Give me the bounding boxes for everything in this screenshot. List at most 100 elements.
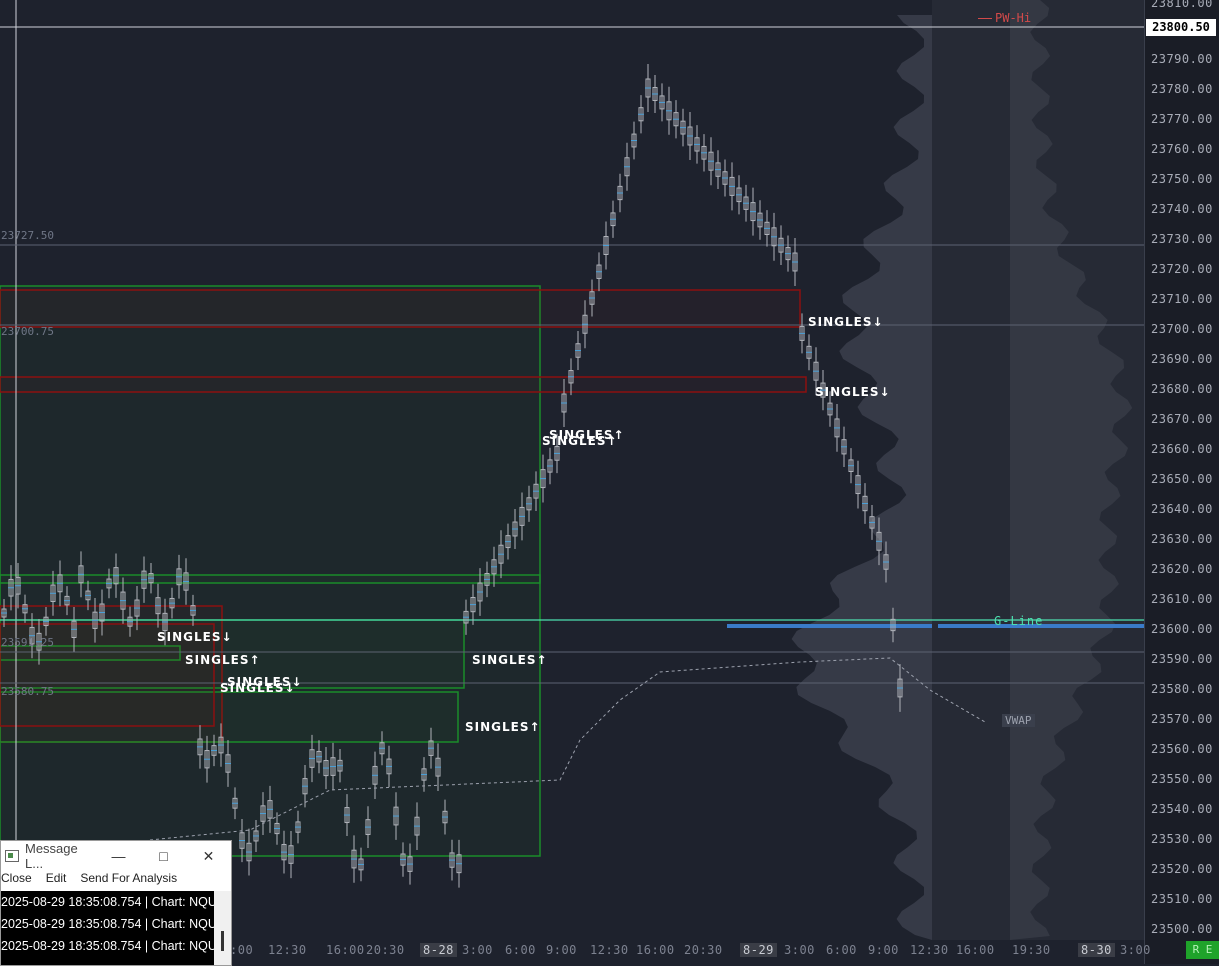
price-tick: 23610.00 [1151,592,1213,606]
price-axis[interactable]: 23810.00 23790.00 23780.00 23770.00 23760.00… [1144,0,1219,964]
singles-label: SINGLES↓ [815,385,891,399]
level-label-23700: 23700.75 [1,325,54,338]
price-tick: 23570.00 [1151,712,1213,726]
price-tick: 23500.00 [1151,922,1213,936]
price-tick: 23540.00 [1151,802,1213,816]
volume-profile-shape [1010,0,1133,940]
time-tick: 16:00 [326,943,365,957]
singles-box [0,619,465,689]
time-tick: 3:00 [1120,943,1151,957]
time-tick: 19:30 [1012,943,1051,957]
vwap-line [149,657,986,841]
time-tick: 16:00 [636,943,675,957]
time-tick: 12:30 [590,943,629,957]
singles-box [0,623,215,727]
window-titlebar[interactable]: Message L... — □ ✕ [1,841,231,871]
message-line[interactable]: 2025-08-29 18:35:08.754 | Chart: NQU [1,917,214,931]
price-tick: 23790.00 [1151,52,1213,66]
singles-label: SINGLES↑ [465,720,541,734]
level-label-23727: 23727.50 [1,229,54,242]
message-line[interactable]: 2025-08-29 18:35:08.754 | Chart: NQU [1,895,214,909]
price-tick: 23530.00 [1151,832,1213,846]
singles-boxes [0,285,807,857]
singles-label: SINGLES↓ [227,675,303,689]
time-tick: 9:00 [546,943,577,957]
message-log-window[interactable]: Message L... — □ ✕ Close Edit Send For A… [0,840,232,966]
chart-canvas[interactable] [0,0,1144,964]
price-tick: 23780.00 [1151,82,1213,96]
singles-label: SINGLES↑ [472,653,548,667]
time-tick: 16:00 [956,943,995,957]
price-tick: 23710.00 [1151,292,1213,306]
price-tick: 23730.00 [1151,232,1213,246]
status-badge: R E [1186,941,1219,959]
singles-box [0,376,807,393]
time-tick: 8-30 [1078,943,1115,957]
singles-box [0,605,223,743]
price-tick: 23750.00 [1151,172,1213,186]
singles-label: SINGLES↑ [185,653,261,667]
singles-label: SINGLES↓ [157,630,233,644]
menu-send-for-analysis[interactable]: Send For Analysis [80,871,178,885]
menu-close[interactable]: Close [1,871,32,885]
message-line[interactable]: 2025-08-29 18:35:08.754 | Chart: NQU [1,939,214,953]
price-tick: 23740.00 [1151,202,1213,216]
time-tick: 8-28 [420,943,457,957]
time-tick: 12:30 [910,943,949,957]
scrollbar[interactable] [214,891,231,965]
price-tick: 23760.00 [1151,142,1213,156]
singles-box [0,289,801,328]
scrollbar-thumb[interactable] [221,931,224,951]
price-tick: 23670.00 [1151,412,1213,426]
window-menu: Close Edit Send For Analysis [1,871,231,891]
volume-profile-shape [791,15,932,940]
price-tick: 23580.00 [1151,682,1213,696]
time-tick: 6:00 [826,943,857,957]
price-tick: 23770.00 [1151,112,1213,126]
price-tick: 23590.00 [1151,652,1213,666]
time-tick: 6:00 [505,943,536,957]
message-list[interactable]: 2025-08-29 18:35:08.754 | Chart: NQU 202… [1,891,214,965]
price-tick: 23520.00 [1151,862,1213,876]
singles-box [0,285,541,857]
price-tick: 23600.00 [1151,622,1213,636]
level-label-23591: 23591.25 [1,636,54,649]
price-tick: 23620.00 [1151,562,1213,576]
g-line-label: G-Line [994,614,1044,628]
pw-hi-label: PW-Hi [978,11,1031,25]
time-tick: 3:00 [462,943,493,957]
time-tick: :00 [230,943,254,957]
maximize-icon[interactable]: □ [159,848,168,864]
time-tick: 12:30 [268,943,307,957]
app-icon [5,850,19,862]
singles-label: SINGLES↑ [542,434,618,448]
level-lines [0,0,1144,964]
vwap-label: VWAP [1002,714,1035,727]
time-tick: 20:30 [366,943,405,957]
price-tick: 23650.00 [1151,472,1213,486]
time-tick: 3:00 [784,943,815,957]
time-axis[interactable]: :00 12:30 16:00 20:30 8-28 3:00 6:00 9:00 12:30 1… [230,940,1150,964]
price-tick: 23810.00 [1151,0,1213,10]
time-tick: 20:30 [684,943,723,957]
level-label-23580: 23580.75 [1,685,54,698]
singles-label: SINGLES↑ [549,428,625,442]
candles [1,64,903,888]
price-tick: 23720.00 [1151,262,1213,276]
singles-label: SINGLES↓ [220,681,296,695]
price-tick: 23700.00 [1151,322,1213,336]
minimize-icon[interactable]: — [111,848,126,864]
window-title: Message L... [25,841,78,871]
time-tick: 9:00 [868,943,899,957]
time-tick: 8-29 [740,943,777,957]
close-icon[interactable]: ✕ [202,847,215,864]
singles-box [0,645,181,661]
price-tick: 23630.00 [1151,532,1213,546]
price-tick: 23660.00 [1151,442,1213,456]
price-tick: 23550.00 [1151,772,1213,786]
menu-edit[interactable]: Edit [45,871,67,885]
singles-label: SINGLES↓ [808,315,884,329]
price-tick: 23560.00 [1151,742,1213,756]
volume-profile [791,0,1144,940]
price-tick: 23640.00 [1151,502,1213,516]
